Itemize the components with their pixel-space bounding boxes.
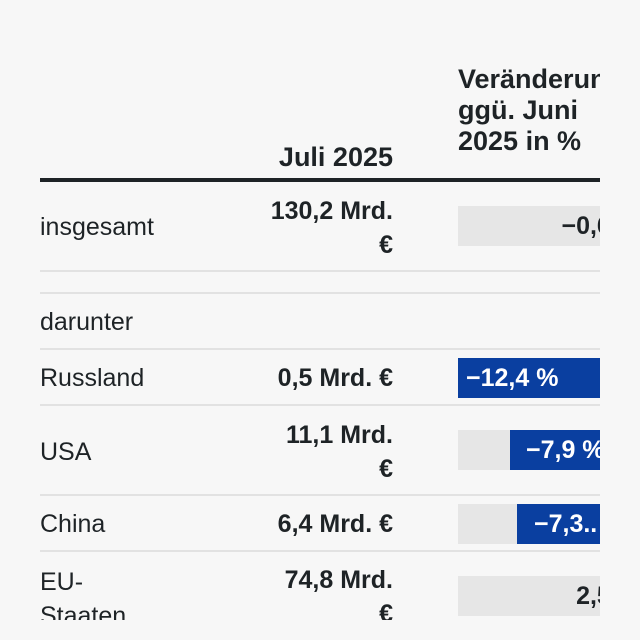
row-label-eu: EU- Staaten (40, 568, 127, 620)
row-divider (40, 404, 600, 406)
change-bar-total: −0,6 % (458, 206, 600, 246)
row-divider (40, 494, 600, 496)
row-value-china: 6,4 Mrd. € (277, 510, 393, 538)
row-label-subgroup: darunter (40, 308, 134, 336)
row-label-usa: USA (40, 438, 92, 466)
change-bar-china: −7,3.. (458, 504, 600, 544)
change-bar-fill-russia (458, 358, 600, 398)
row-value-eu: 74,8 Mrd. € (284, 566, 393, 620)
change-bar-fill-usa (510, 430, 600, 470)
change-label-total: −0,6 % (561, 212, 600, 240)
row-divider (40, 292, 600, 294)
row-label-china: China (40, 510, 106, 538)
change-label-eu: 2,5 % (576, 582, 600, 610)
row-divider (40, 550, 600, 552)
change-label-russia: −12,4 % (466, 364, 559, 392)
row-divider (40, 270, 600, 272)
column-header-month: Juli 2025 (278, 142, 393, 172)
change-label-china: −7,3.. (534, 510, 598, 538)
row-label-russia: Russland (40, 364, 145, 392)
row-value-total: 130,2 Mrd. € (270, 197, 393, 259)
change-bar-russia: −12,4 % (458, 358, 600, 398)
change-bar-eu: 2,5 % (458, 576, 600, 616)
change-label-usa: −7,9 % (526, 436, 600, 464)
row-divider (40, 348, 600, 350)
row-value-usa: 11,1 Mrd. € (286, 421, 393, 483)
header-divider (40, 178, 600, 182)
row-value-russia: 0,5 Mrd. € (277, 364, 393, 392)
change-bar-fill-china (517, 504, 600, 544)
change-bar-usa: −7,9 % (458, 430, 600, 470)
row-label-total: insgesamt (40, 213, 154, 241)
